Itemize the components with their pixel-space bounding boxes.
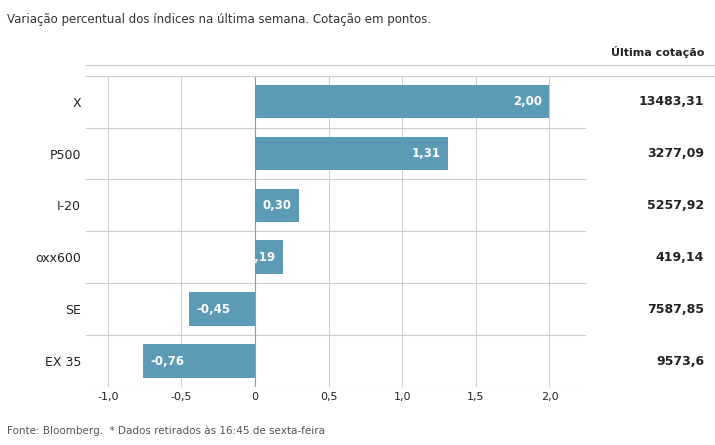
Text: 3277,09: 3277,09 — [647, 147, 704, 160]
Text: Última cotação: Última cotação — [611, 46, 704, 58]
Text: Fonte: Bloomberg.  * Dados retirados às 16:45 de sexta-feira: Fonte: Bloomberg. * Dados retirados às 1… — [7, 425, 325, 436]
Bar — [255, 240, 283, 274]
Text: 1,31: 1,31 — [412, 147, 440, 160]
Text: 419,14: 419,14 — [656, 251, 704, 264]
Text: 7587,85: 7587,85 — [647, 303, 704, 316]
Text: Variação percentual dos índices na última semana. Cotação em pontos.: Variação percentual dos índices na últim… — [7, 13, 431, 26]
Bar — [255, 189, 300, 222]
Bar — [143, 344, 255, 378]
Bar — [255, 137, 448, 170]
Text: 13483,31: 13483,31 — [638, 95, 704, 108]
Bar — [255, 85, 550, 118]
Text: 9573,6: 9573,6 — [656, 355, 704, 368]
Text: -0,45: -0,45 — [196, 303, 230, 316]
Bar — [189, 292, 255, 326]
Text: -0,76: -0,76 — [151, 355, 184, 368]
Text: 0,30: 0,30 — [263, 199, 292, 212]
Text: 2,00: 2,00 — [513, 95, 542, 108]
Text: 0,19: 0,19 — [247, 251, 276, 264]
Text: 5257,92: 5257,92 — [647, 199, 704, 212]
